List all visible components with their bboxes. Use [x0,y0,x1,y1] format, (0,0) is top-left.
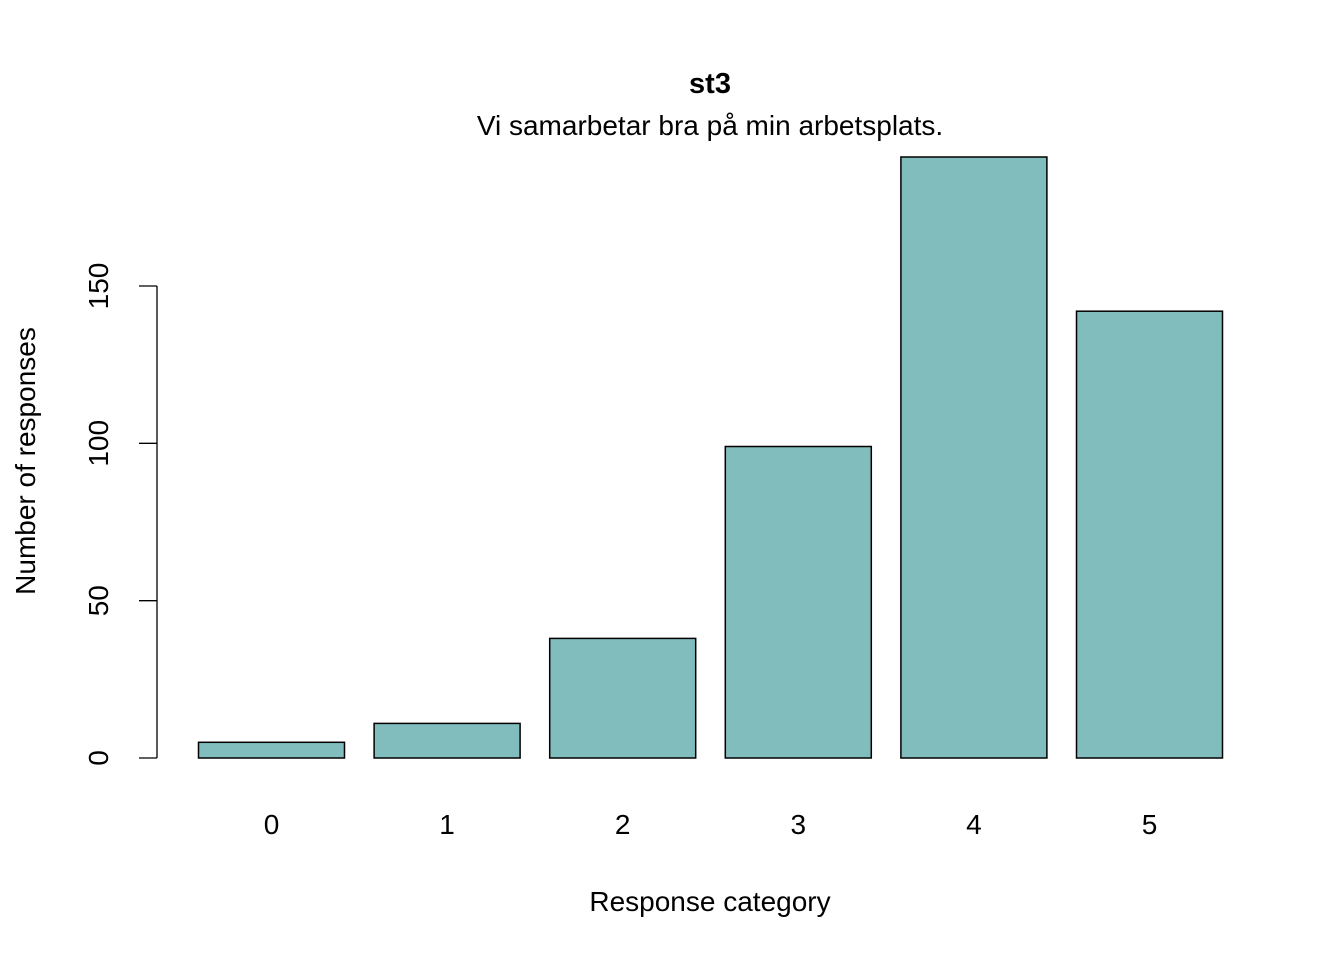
y-axis: 0 50 100 150 [83,263,158,766]
bar-3 [724,445,873,759]
x-tick-label-1: 1 [439,809,455,840]
chart-subtitle: Vi samarbetar bra på min arbetsplats. [477,110,943,141]
x-tick-label-3: 3 [791,809,807,840]
y-tick-label-150: 150 [83,263,114,310]
x-tick-label-0: 0 [264,809,280,840]
bar-2 [548,637,697,759]
bars-group [197,156,1224,759]
x-tick-labels: 0 1 2 3 4 5 [264,809,1158,840]
x-tick-label-4: 4 [966,809,982,840]
bar-5 [1075,310,1224,759]
bar-1 [373,722,521,759]
chart-title: st3 [689,68,731,100]
y-axis-label: Number of responses [10,327,41,595]
x-tick-label-2: 2 [615,809,631,840]
x-tick-label-5: 5 [1142,809,1158,840]
bar-0 [197,741,346,759]
y-tick-label-50: 50 [83,585,114,616]
y-tick-label-100: 100 [83,420,114,467]
y-tick-label-0: 0 [83,750,114,766]
x-axis-label: Response category [589,886,830,917]
bar-4 [900,156,1048,759]
